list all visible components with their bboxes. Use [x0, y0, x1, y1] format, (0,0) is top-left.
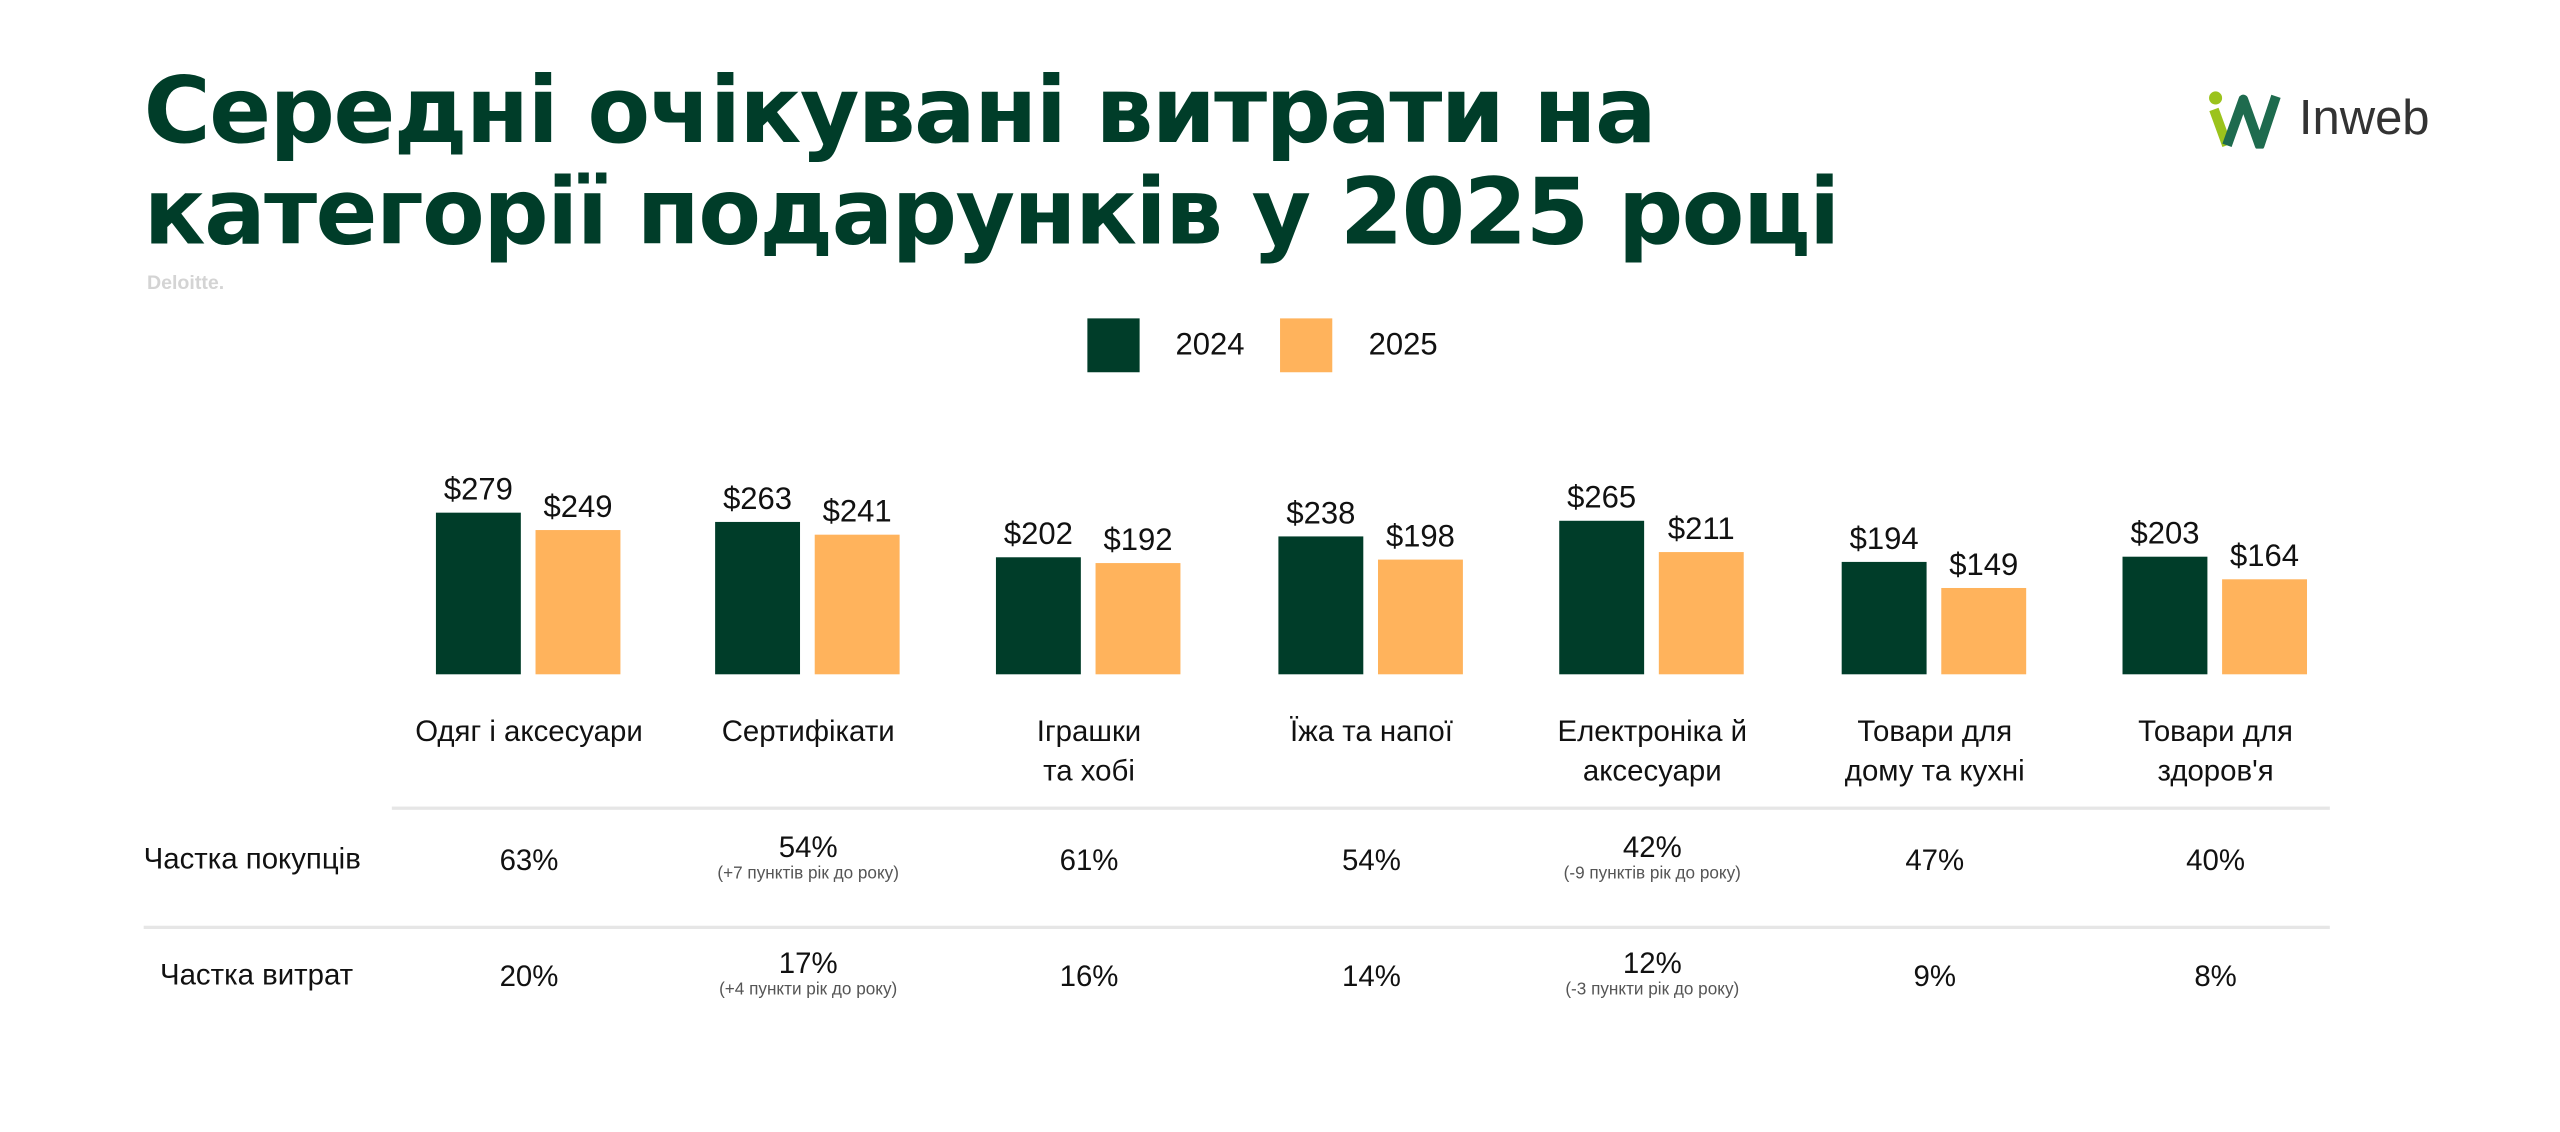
cell-note: (+4 пункти рік до року)	[719, 979, 898, 1000]
bar-value-label: $211	[1668, 511, 1735, 546]
bar-2025	[1658, 552, 1744, 675]
bar-2025	[1377, 559, 1463, 675]
bar-2024	[1559, 520, 1645, 675]
category-label: Іграшки та хобі	[950, 712, 1228, 790]
cell-note: (-3 пункти рік до року)	[1565, 979, 1740, 1000]
table-cell: 12% (-3 пункти рік до року)	[1514, 947, 1792, 1001]
logo-text: Inweb	[2298, 91, 2430, 146]
cell-value: 40%	[2186, 844, 2245, 877]
bar-value-label: $203	[2130, 516, 2199, 551]
inweb-logo-icon	[2209, 91, 2281, 149]
page-title: Середні очікувані витрати на категорії п…	[143, 58, 1841, 267]
bar-value-label: $194	[1850, 521, 1919, 556]
cell-value: 54%	[1342, 844, 1401, 877]
legend: 2024 2025	[1087, 318, 1473, 373]
table-cell: 42% (-9 пунктів рік до року)	[1514, 831, 1792, 885]
table-cell: 17% (+4 пункти рік до року)	[669, 947, 947, 1001]
cell-value: 42%	[1622, 831, 1682, 864]
cell-value: 54%	[778, 831, 838, 864]
cell-value: 16%	[1059, 960, 1119, 993]
bar-value-label: $241	[823, 494, 892, 529]
bar-value-label: $198	[1386, 519, 1455, 554]
cell-value: 8%	[2194, 960, 2237, 993]
table-cell: 63%	[390, 844, 668, 877]
legend-label-2025: 2025	[1368, 327, 1438, 362]
category-label: Товари для дому та кухні	[1796, 712, 2074, 790]
bar-2024	[1841, 561, 1927, 675]
category-label-line: аксесуари	[1582, 754, 1722, 787]
category-label-line: Їжа та напої	[1289, 715, 1453, 748]
table-cell: 16%	[950, 960, 1228, 993]
legend-swatch-2024	[1087, 318, 1140, 373]
source-label: Deloitte.	[146, 271, 225, 294]
row-label: Частка покупців	[143, 842, 361, 876]
row-label: Частка витрат	[160, 958, 354, 992]
category-label: Товари для здоров'я	[2077, 712, 2355, 790]
bar-2024	[2122, 556, 2208, 675]
legend-swatch-2025	[1280, 318, 1333, 373]
cell-note: (+7 пунктів рік до року)	[717, 863, 899, 884]
table-cell: 47%	[1796, 844, 2074, 877]
cell-value: 9%	[1913, 960, 1956, 993]
cell-value: 61%	[1059, 844, 1119, 877]
bar-2024	[435, 512, 521, 675]
category-label-line: та хобі	[1043, 754, 1135, 787]
category-label-line: Одяг і аксесуари	[415, 715, 643, 748]
cell-value: 17%	[778, 946, 838, 980]
table-cell: 54%	[1233, 844, 1511, 877]
bar-value-label: $192	[1103, 522, 1172, 557]
bar-2025	[2222, 579, 2308, 675]
bar-2025	[1941, 587, 2027, 675]
table-cell: 40%	[2077, 844, 2355, 877]
category-label-line: Товари для	[2138, 715, 2293, 748]
title-line-1: Середні очікувані витрати на	[143, 58, 1657, 165]
category-label-line: здоров'я	[2157, 754, 2274, 787]
bar-value-label: $149	[1949, 547, 2018, 582]
inweb-logo: Inweb	[2207, 90, 2430, 149]
cell-value: 20%	[499, 960, 559, 993]
table-cell: 8%	[2077, 960, 2355, 993]
table-cell: 9%	[1796, 960, 2074, 993]
category-label: Їжа та напої	[1233, 712, 1511, 751]
category-label-line: Товари для	[1857, 715, 2013, 748]
bar-2024	[995, 557, 1081, 675]
bar-value-label: $263	[723, 481, 792, 516]
category-label-line: Сертифікати	[721, 715, 895, 748]
cell-note: (-9 пунктів рік до року)	[1563, 863, 1741, 884]
divider	[391, 806, 2330, 810]
bar-2024	[1278, 536, 1364, 675]
table-cell: 61%	[950, 844, 1228, 877]
bar-2025	[1095, 563, 1181, 675]
cell-value: 63%	[499, 844, 559, 877]
cell-value: 47%	[1905, 844, 1965, 877]
bar-value-label: $238	[1286, 495, 1355, 530]
bar-value-label: $202	[1004, 516, 1073, 551]
table-cell: 54% (+7 пунктів рік до року)	[669, 831, 947, 885]
bar-2024	[715, 521, 801, 675]
category-label: Електроніка й аксесуари	[1514, 712, 1792, 790]
title-line-2: категорії подарунків у 2025 році	[143, 160, 1841, 267]
legend-label-2024: 2024	[1175, 327, 1245, 362]
category-label: Сертифікати	[669, 712, 947, 751]
bar-value-label: $279	[444, 472, 513, 507]
bar-value-label: $249	[543, 489, 612, 524]
table-cell: 14%	[1233, 960, 1511, 993]
category-label-line: дому та кухні	[1844, 754, 2025, 787]
bar-value-label: $164	[2230, 538, 2299, 573]
category-label-line: Іграшки	[1036, 715, 1142, 748]
category-label: Одяг і аксесуари	[390, 712, 668, 751]
cell-value: 12%	[1622, 946, 1682, 980]
bar-2025	[535, 530, 621, 675]
divider	[143, 925, 2330, 930]
bar-value-label: $265	[1567, 480, 1636, 515]
table-cell: 20%	[390, 960, 668, 993]
category-label-line: Електроніка й	[1557, 715, 1748, 748]
bar-2025	[814, 534, 900, 675]
cell-value: 14%	[1342, 960, 1401, 993]
bar-chart: $279 $263 $202 $238 $265 $194 $203 $249 $241 $192…	[435, 472, 2308, 675]
